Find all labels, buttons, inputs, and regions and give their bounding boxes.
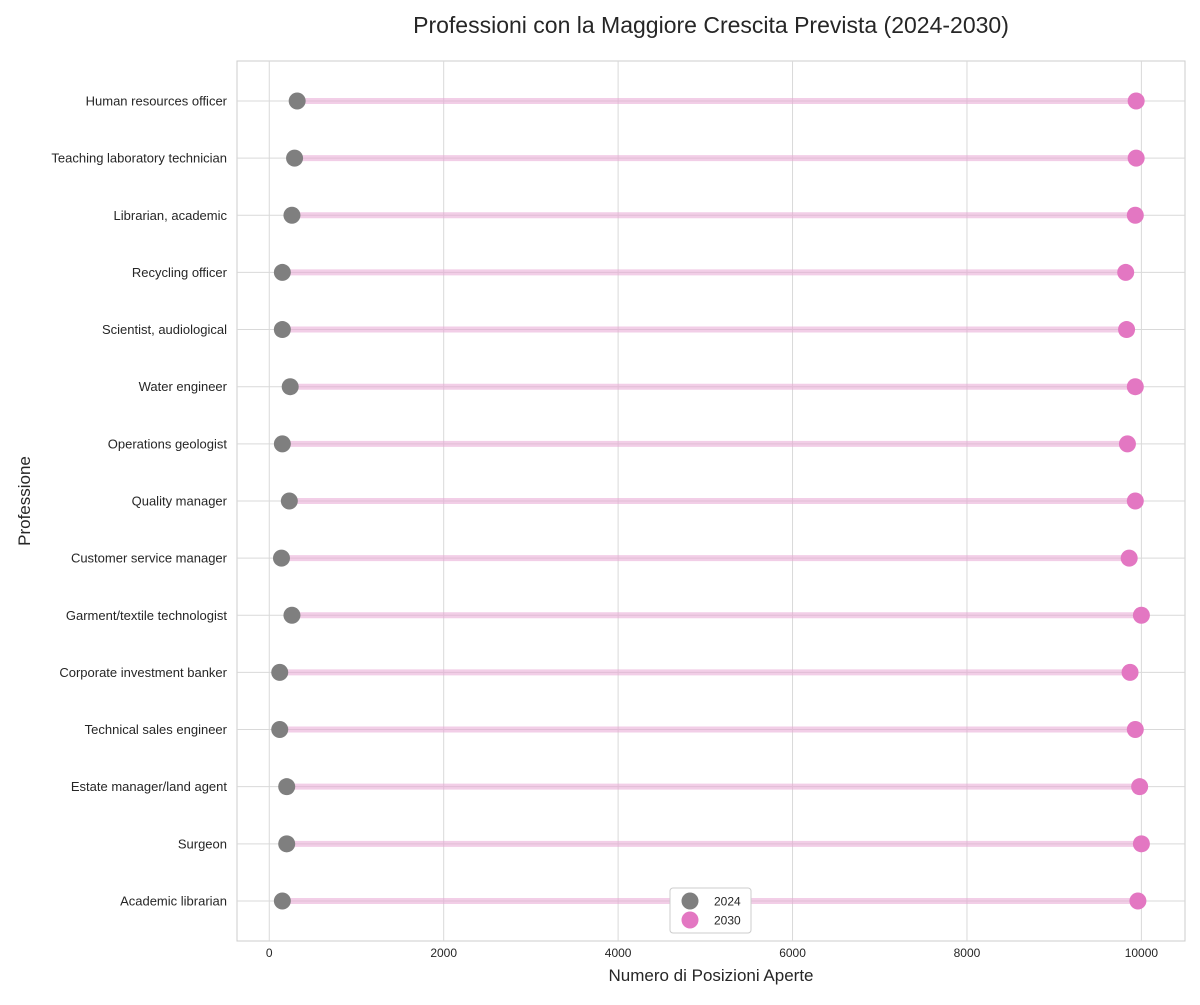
point-2024 xyxy=(272,549,290,567)
point-2030 xyxy=(1126,721,1144,739)
point-2030 xyxy=(1126,492,1144,510)
y-tick-label: Teaching laboratory technician xyxy=(51,151,227,166)
point-2024 xyxy=(280,492,298,510)
point-2030 xyxy=(1118,435,1136,453)
point-2030 xyxy=(1129,892,1147,910)
point-2024 xyxy=(286,149,304,167)
legend-marker xyxy=(681,911,699,929)
data-points xyxy=(271,92,1150,910)
y-tick-label: Garment/textile technologist xyxy=(66,608,228,623)
point-2030 xyxy=(1132,606,1150,624)
point-2030 xyxy=(1121,663,1139,681)
point-2024 xyxy=(273,263,291,281)
point-2030 xyxy=(1126,206,1144,224)
point-2024 xyxy=(283,606,301,624)
y-tick-label: Recycling officer xyxy=(132,265,228,280)
x-tick-label: 2000 xyxy=(430,946,457,960)
y-tick-label: Academic librarian xyxy=(120,893,227,908)
y-tick-label: Operations geologist xyxy=(108,436,228,451)
y-tick-label: Corporate investment banker xyxy=(59,665,227,680)
point-2024 xyxy=(281,378,299,396)
point-2024 xyxy=(278,778,296,796)
y-tick-labels: Human resources officer Teaching laborato… xyxy=(51,94,227,909)
point-2030 xyxy=(1118,321,1136,339)
y-tick-label: Human resources officer xyxy=(86,94,228,109)
point-2024 xyxy=(273,435,291,453)
point-2024 xyxy=(271,663,289,681)
point-2024 xyxy=(283,206,301,224)
point-2030 xyxy=(1126,378,1144,396)
x-tick-label: 10000 xyxy=(1125,946,1159,960)
y-tick-label: Water engineer xyxy=(139,379,228,394)
y-tick-label: Quality manager xyxy=(132,493,228,508)
y-tick-label: Technical sales engineer xyxy=(85,722,228,737)
x-tick-label: 6000 xyxy=(779,946,806,960)
point-2024 xyxy=(271,721,289,739)
y-axis-label: Professione xyxy=(15,456,34,546)
point-2024 xyxy=(288,92,306,110)
y-tick-label: Customer service manager xyxy=(71,551,228,566)
point-2024 xyxy=(278,835,296,853)
point-2030 xyxy=(1127,92,1145,110)
x-tick-label: 0 xyxy=(266,946,273,960)
x-axis-label: Numero di Posizioni Aperte xyxy=(608,966,813,985)
point-2030 xyxy=(1117,263,1135,281)
connector-lines xyxy=(279,98,1142,904)
point-2024 xyxy=(273,321,291,339)
chart-title: Professioni con la Maggiore Crescita Pre… xyxy=(413,12,1009,38)
y-tick-label: Librarian, academic xyxy=(114,208,228,223)
x-tick-label: 8000 xyxy=(954,946,981,960)
legend: 2024 2030 xyxy=(669,887,752,934)
y-tick-label: Surgeon xyxy=(178,836,227,851)
point-2030 xyxy=(1127,149,1145,167)
point-2030 xyxy=(1120,549,1138,567)
x-tick-label: 4000 xyxy=(605,946,632,960)
y-tick-label: Estate manager/land agent xyxy=(71,779,227,794)
point-2030 xyxy=(1132,835,1150,853)
legend-label: 2030 xyxy=(714,914,741,928)
x-tick-labels: 0 2000 4000 6000 8000 10000 xyxy=(266,946,1158,960)
legend-marker xyxy=(681,892,699,910)
point-2024 xyxy=(273,892,291,910)
y-tick-label: Scientist, audiological xyxy=(102,322,227,337)
legend-label: 2024 xyxy=(714,895,741,909)
point-2030 xyxy=(1131,778,1149,796)
